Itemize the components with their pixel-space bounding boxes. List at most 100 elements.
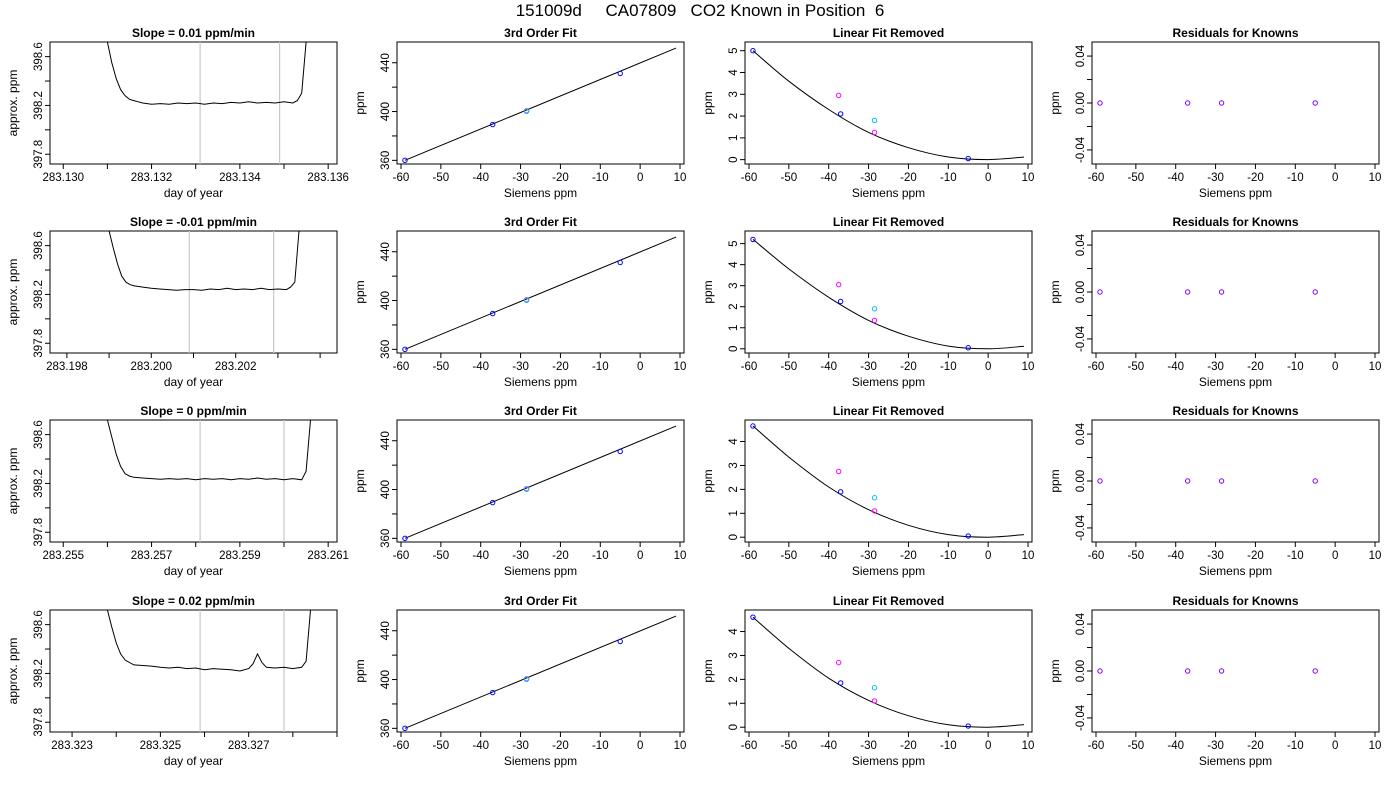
chart-panel-3-1: Slope = 0 ppm/min 283.255 283.257 283.259 28… [6, 404, 349, 578]
x-tick-label: -10 [1287, 550, 1304, 562]
y-tick-label: 2 [728, 304, 740, 310]
y-tick-label: 440 [380, 242, 392, 261]
y-tick-label: 1 [728, 325, 740, 331]
x-tick-label: -30 [860, 361, 877, 373]
x-tick-label: -10 [940, 172, 957, 184]
x-tick-label: 0 [985, 172, 991, 184]
y-tick-label: 3 [728, 91, 740, 97]
x-tick-label: 0 [985, 361, 991, 373]
x-tick-label: -60 [741, 550, 758, 562]
x-tick-label: 283.255 [42, 550, 84, 562]
plot-area [402, 425, 677, 542]
y-axis-label: approx. ppm [6, 259, 20, 326]
x-tick-label: -50 [433, 740, 450, 752]
data-point [1184, 100, 1191, 106]
data-point [835, 281, 842, 288]
data-point [617, 259, 623, 266]
plot-frame [744, 419, 1033, 543]
x-tick-label: 283.202 [215, 361, 257, 373]
plot-area [106, 420, 311, 481]
x-tick-label: -60 [741, 740, 758, 752]
x-axis-label: day of year [164, 186, 223, 200]
plot-area [106, 42, 307, 105]
y-tick-label: 360 [380, 151, 392, 170]
x-tick-label: -20 [1247, 550, 1264, 562]
plot-area [750, 614, 1025, 729]
x-axis-label: Siemens ppm [504, 186, 577, 200]
x-tick-label: -10 [1287, 361, 1304, 373]
y-axis-label: ppm [701, 469, 715, 492]
x-tick-label: -50 [1128, 740, 1145, 752]
x-tick-label: -40 [1167, 550, 1184, 562]
chart-panel-1-4: Residuals for Knowns -60 -50 -40 -30 -20 -10 0 1… [1048, 26, 1381, 200]
data-point [1097, 100, 1103, 106]
plot-frame [1091, 419, 1380, 543]
x-tick-label: -60 [1088, 172, 1105, 184]
chart-title: Residuals for Knowns [1172, 215, 1298, 229]
x-tick-label: 283.198 [46, 361, 88, 373]
plot-frame [396, 609, 685, 733]
data-point [835, 468, 842, 475]
y-tick-label: 398.2 [33, 659, 45, 688]
x-tick-label: 0 [1332, 550, 1338, 562]
x-tick-label: -20 [900, 172, 917, 184]
x-tick-label: -20 [552, 550, 569, 562]
fit-curve [752, 50, 1025, 161]
data-point [871, 317, 878, 324]
chart-panel-3-2: 3rd Order Fit -60 -50 -40 -30 -20 -10 0 10 360 400… [353, 404, 686, 578]
y-axis-label: ppm [1048, 469, 1062, 492]
plot-area [108, 231, 300, 291]
x-tick-label: 10 [674, 361, 687, 373]
y-axis-label: approx. ppm [6, 638, 20, 705]
y-axis-label: ppm [701, 280, 715, 303]
x-tick-label: 10 [674, 550, 687, 562]
fit-line [404, 615, 677, 729]
x-tick-label: -30 [512, 550, 529, 562]
data-point [1218, 478, 1225, 484]
y-tick-label: 400 [380, 102, 392, 121]
x-tick-label: 0 [1332, 740, 1338, 752]
chart-title: 3rd Order Fit [504, 215, 577, 229]
y-tick-label: 0.00 [1075, 660, 1087, 682]
x-tick-label: -40 [820, 172, 837, 184]
chart-title: Slope = -0.01 ppm/min [130, 215, 257, 229]
chart-title: Residuals for Knowns [1172, 594, 1298, 608]
data-point [1184, 478, 1191, 484]
data-point [750, 614, 756, 620]
data-point [965, 533, 971, 539]
chart-title: Linear Fit Removed [833, 215, 944, 229]
y-tick-label: 398.6 [33, 231, 45, 260]
x-tick-label: -30 [512, 361, 529, 373]
x-tick-label: -60 [1088, 550, 1105, 562]
plot-area [750, 423, 1025, 539]
x-tick-label: -50 [433, 172, 450, 184]
y-tick-label: 1 [728, 510, 740, 516]
x-tick-label: -20 [1247, 740, 1264, 752]
x-tick-label: -60 [741, 172, 758, 184]
plot-area [1097, 478, 1318, 484]
y-tick-label: 2 [728, 676, 740, 682]
x-tick-label: -50 [1128, 550, 1145, 562]
x-axis-label: day of year [164, 754, 223, 768]
y-tick-label: 4 [728, 438, 740, 445]
data-point [402, 346, 408, 353]
y-tick-label: 398.2 [33, 469, 45, 498]
data-point [750, 48, 756, 54]
plot-frame [744, 609, 1033, 733]
data-point [750, 423, 756, 429]
data-point [402, 157, 408, 164]
x-tick-label: 10 [1022, 361, 1035, 373]
data-point [1218, 668, 1225, 674]
x-tick-label: -10 [592, 361, 609, 373]
y-tick-label: -0.04 [1075, 704, 1087, 731]
data-point [871, 306, 878, 312]
data-point [837, 680, 844, 686]
y-tick-label: 5 [728, 48, 740, 54]
data-point [402, 535, 408, 542]
plot-frame [744, 41, 1033, 165]
y-tick-label: 4 [728, 628, 740, 635]
x-axis-label: Siemens ppm [1199, 186, 1272, 200]
x-tick-label: -40 [820, 361, 837, 373]
y-tick-label: 0.04 [1075, 612, 1087, 635]
y-tick-label: 397.8 [33, 518, 45, 547]
